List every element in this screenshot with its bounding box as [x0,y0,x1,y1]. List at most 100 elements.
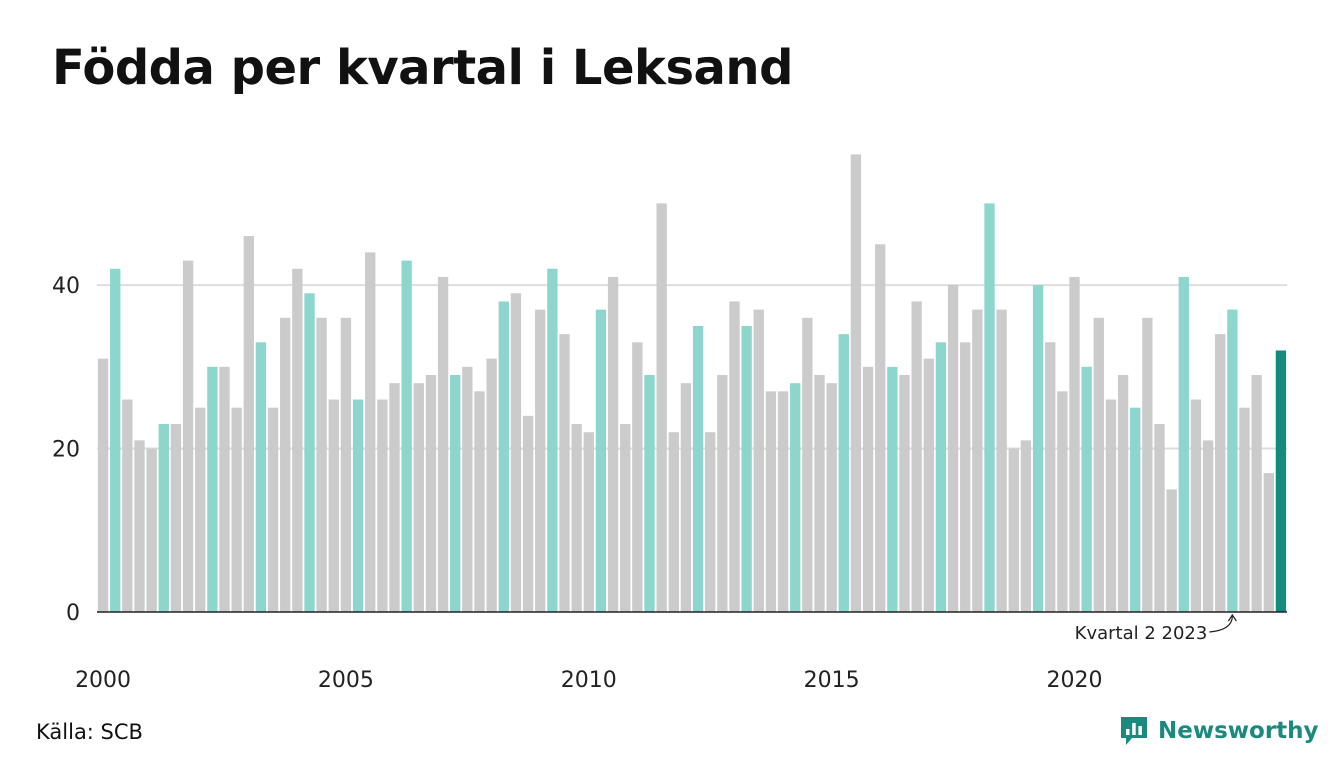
bar: 2023 Q2: 37 [1227,309,1238,612]
bar: 2005 Q3: 44 [365,252,376,612]
bar: 2009 Q1: 37 [535,309,546,612]
x-tick-label: 2000 [75,668,131,693]
bar: 2022 Q1: 15 [1166,489,1177,612]
bar: 2019 Q1: 21 [1020,440,1032,612]
bar: 2023 Q4: 29 [1251,375,1262,612]
bar: 2022 Q2: 41 [1178,276,1189,612]
bar: 2019 Q2: 40 [1032,285,1044,612]
bar: 2011 Q2: 29 [644,375,655,612]
annotation-arrow [1209,615,1233,633]
bar: 2017 Q3: 40 [947,285,959,612]
bar: 2000 Q4: 21 [134,440,145,612]
bar: 2021 Q1: 29 [1117,375,1129,612]
bar: 2003 Q1: 46 [243,236,254,612]
bar: 2005 Q1: 36 [340,317,352,612]
bar: 2019 Q3: 33 [1045,342,1056,612]
bar: 2007 Q2: 29 [450,375,461,612]
bar: 2018 Q1: 37 [972,309,983,612]
bar: 2020 Q1: 41 [1069,276,1080,612]
bar: 2004 Q3: 36 [316,317,327,612]
bar: 2012 Q1: 28 [680,383,692,612]
bar: 2009 Q3: 34 [559,334,570,612]
bar: 2000 Q1: 31 [97,358,109,612]
bar: 2004 Q2: 39 [304,293,315,612]
bar: 2021 Q2: 25 [1130,407,1141,612]
bar: 2008 Q3: 39 [510,293,522,612]
bar: 2002 Q3: 30 [219,366,230,612]
bar: 2000 Q3: 26 [122,399,133,612]
bar: 2002 Q4: 25 [231,407,242,612]
x-tick-label: 2005 [318,668,374,693]
bar-chart: 2000 Q1: 312000 Q2: 422000 Q3: 262000 Q4… [52,154,1287,693]
bar: 2013 Q1: 38 [729,301,740,612]
x-tick-label: 2015 [804,668,860,693]
newsworthy-logo-icon [1121,717,1147,745]
bar: 2023 Q1: 34 [1215,334,1226,612]
bar: 2014 Q4: 29 [814,375,825,612]
bar: 2015 Q4: 30 [862,366,874,612]
bar: 2002 Q1: 25 [195,407,206,612]
bar: 2010 Q3: 41 [607,276,619,612]
bar: 2016 Q4: 38 [911,301,922,612]
bar: 2014 Q3: 36 [802,317,813,612]
bar: 2008 Q2: 38 [498,301,509,612]
bar: 2015 Q3: 56 [850,154,862,612]
bar: 2008 Q4: 24 [522,415,534,612]
bar: 2001 Q4: 43 [182,260,194,612]
bar: 2015 Q1: 28 [826,383,837,612]
bar: 2024 Q2: 32 [1275,350,1287,612]
y-tick-label: 0 [66,601,80,626]
bar: 2019 Q4: 27 [1057,391,1068,612]
bar: 2017 Q1: 31 [923,358,934,612]
bar: 2005 Q4: 26 [377,399,388,612]
bar: 2005 Q2: 26 [352,399,364,612]
bar: 2016 Q3: 29 [899,375,910,612]
y-tick-label: 40 [52,274,80,299]
bar: 2007 Q1: 41 [437,276,449,612]
bar: 2022 Q3: 26 [1190,399,1202,612]
bar: 2004 Q4: 26 [328,399,339,612]
annotation-label: Kvartal 2 2023 [1075,623,1208,644]
bar: 2014 Q1: 27 [777,391,789,612]
bar: 2012 Q2: 35 [692,325,704,612]
bar: 2020 Q4: 26 [1105,399,1117,612]
bar: 2011 Q3: 50 [656,203,667,612]
bar: 2008 Q1: 31 [486,358,497,612]
bar: 2004 Q1: 42 [292,268,303,612]
bar: 2015 Q2: 34 [838,334,849,612]
bar: 2007 Q3: 30 [462,366,473,612]
bar: 2018 Q3: 37 [996,309,1007,612]
bar: 2006 Q4: 29 [425,375,437,612]
bar: 2013 Q2: 35 [741,325,752,612]
bar: 2003 Q3: 25 [267,407,279,612]
bar: 2006 Q3: 28 [413,383,424,612]
x-tick-label: 2010 [561,668,617,693]
bar: 2021 Q3: 36 [1142,317,1153,612]
bar: 2016 Q1: 45 [875,244,886,612]
bar: 2013 Q3: 37 [753,309,764,612]
annotation: Kvartal 2 2023 [1075,613,1237,644]
bar: 2002 Q2: 30 [207,366,218,612]
bar: 2001 Q2: 23 [158,424,169,612]
bar: 2016 Q2: 30 [887,366,898,612]
bar: 2013 Q4: 27 [765,391,777,612]
bar: 2011 Q4: 22 [668,432,679,612]
bar: 2009 Q2: 42 [547,268,558,612]
annotation-arrowhead [1227,613,1237,622]
bar: 2001 Q1: 20 [146,448,157,612]
bar: 2010 Q2: 37 [595,309,607,612]
bar: 2011 Q1: 33 [632,342,643,612]
bar: 2000 Q2: 42 [110,268,121,612]
x-tick-label: 2020 [1047,668,1103,693]
chart-title: Födda per kvartal i Leksand [52,40,793,96]
bar: 2020 Q2: 30 [1081,366,1092,612]
bar: 2020 Q3: 36 [1093,317,1104,612]
bar: 2022 Q4: 21 [1202,440,1214,612]
bar: 2001 Q3: 23 [170,424,182,612]
bar: 2012 Q3: 22 [705,432,716,612]
brand-logo: Newsworthy [1118,714,1319,748]
bar: 2012 Q4: 29 [717,375,728,612]
brand-name: Newsworthy [1158,718,1319,744]
bar: 2007 Q4: 27 [474,391,485,612]
bar: 2010 Q4: 23 [620,424,631,612]
